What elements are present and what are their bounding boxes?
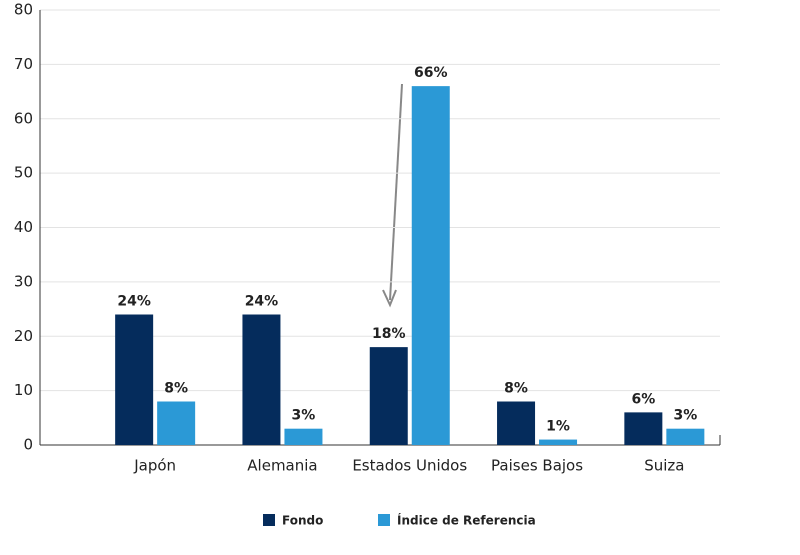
bar <box>284 428 323 445</box>
bar <box>115 314 154 445</box>
bar <box>411 86 450 445</box>
y-tick-label: 60 <box>14 109 33 127</box>
bar <box>242 314 281 445</box>
bar <box>666 428 705 445</box>
y-tick-label: 80 <box>14 1 33 19</box>
value-label: 8% <box>164 381 188 397</box>
y-tick-label: 30 <box>14 272 33 290</box>
value-label: 66% <box>414 65 448 81</box>
value-label: 3% <box>673 408 697 424</box>
value-label: 18% <box>372 326 406 342</box>
x-tick-label: Suiza <box>644 457 684 475</box>
legend-swatch <box>378 514 390 526</box>
annotation-arrow <box>389 83 403 301</box>
legend-label: Fondo <box>282 514 323 528</box>
y-tick-label: 70 <box>14 55 33 73</box>
bar <box>624 412 663 445</box>
value-label: 1% <box>546 419 570 435</box>
y-tick-label: 10 <box>14 381 33 399</box>
x-tick-label: Paises Bajos <box>491 457 583 475</box>
bar <box>497 401 536 445</box>
value-label: 8% <box>504 381 528 397</box>
bar <box>539 439 578 445</box>
value-label: 24% <box>117 294 151 310</box>
x-tick-label: Estados Unidos <box>352 457 467 475</box>
y-tick-label: 50 <box>14 164 33 182</box>
legend-label: Índice de Referencia <box>397 513 536 528</box>
bar <box>369 347 408 445</box>
legend-swatch <box>263 514 275 526</box>
value-label: 3% <box>292 408 316 424</box>
value-label: 6% <box>631 391 655 407</box>
annotation-arrow-head <box>382 289 397 308</box>
bar <box>157 401 196 445</box>
x-tick-label: Japón <box>133 457 176 475</box>
y-tick-label: 40 <box>14 218 33 236</box>
value-label: 24% <box>245 294 279 310</box>
y-tick-label: 20 <box>14 327 33 345</box>
y-tick-label: 0 <box>23 436 33 454</box>
x-tick-label: Alemania <box>247 457 317 475</box>
